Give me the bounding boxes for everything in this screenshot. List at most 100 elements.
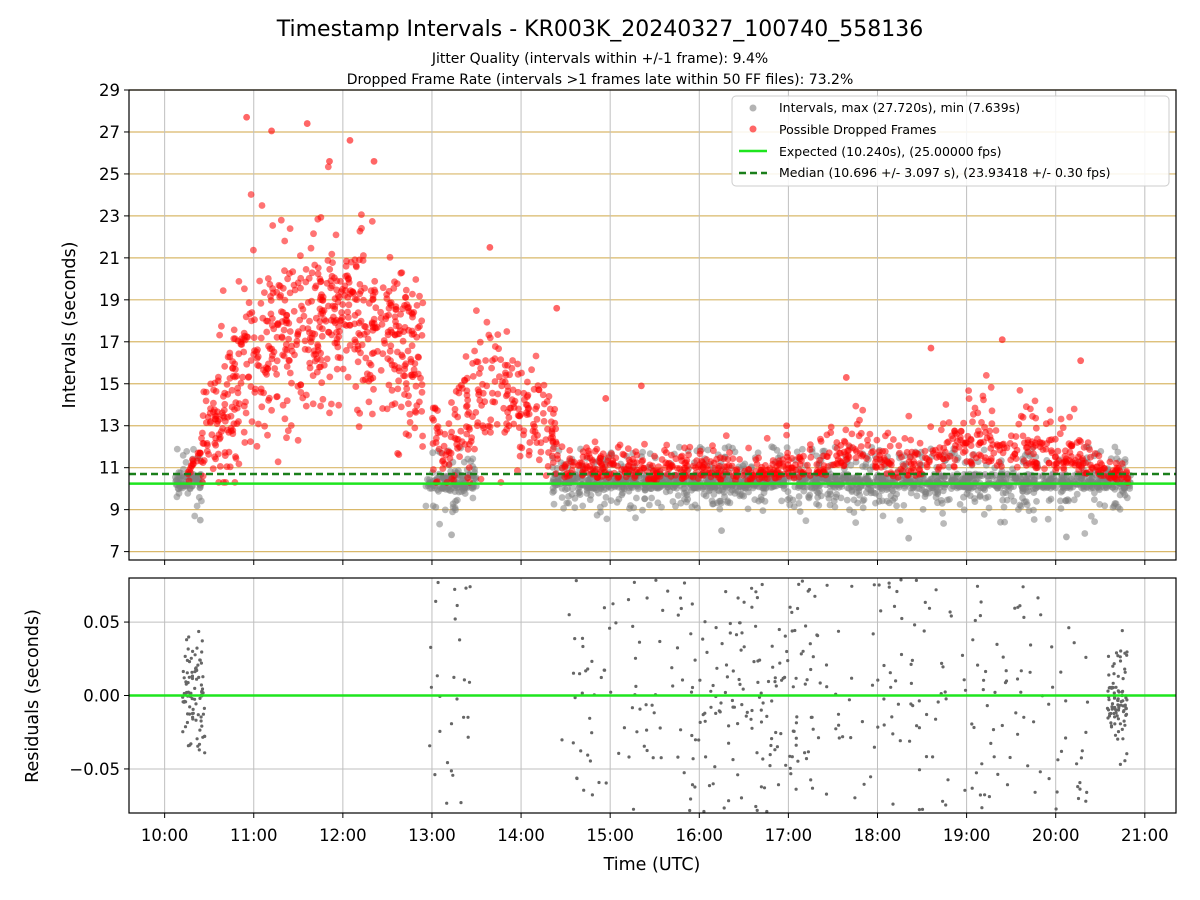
dropped-frame-point <box>454 444 461 452</box>
interval-point <box>1123 494 1131 502</box>
residual-point <box>195 737 199 741</box>
residual-point <box>1106 654 1111 659</box>
interval-point <box>1004 470 1012 478</box>
dropped-frame-point <box>286 369 294 377</box>
dropped-frame-point <box>820 462 828 470</box>
dropped-frame-point <box>976 431 984 438</box>
residual-point <box>895 589 899 594</box>
residual-point <box>730 698 735 703</box>
dropped-frame-point <box>221 400 229 408</box>
dropped-frame-point <box>405 432 413 439</box>
dropped-frame-point <box>232 453 239 460</box>
dropped-frame-point <box>936 444 944 452</box>
residual-point <box>876 725 880 729</box>
dropped-frame-point <box>227 412 235 420</box>
residual-point <box>1106 689 1110 693</box>
dropped-frame-point <box>864 436 871 444</box>
residual-point <box>1107 698 1111 702</box>
dropped-frame-point <box>406 419 414 426</box>
dropped-frame-point <box>502 392 510 400</box>
interval-point <box>196 516 204 524</box>
residual-point <box>617 751 621 756</box>
residual-point <box>1050 645 1054 649</box>
dropped-frame-point <box>368 350 376 357</box>
dropped-frame-point <box>927 344 935 352</box>
dropped-frame-point <box>221 363 229 370</box>
dropped-frame-point <box>397 310 404 318</box>
dropped-frame-point <box>418 332 426 339</box>
dropped-frame-point <box>371 286 378 294</box>
residual-point <box>887 581 891 585</box>
dropped-frame-point <box>988 420 996 428</box>
residual-point <box>627 755 631 759</box>
dropped-frame-point <box>451 411 459 418</box>
residual-point <box>816 736 821 740</box>
residual-point <box>1114 651 1119 655</box>
residual-point <box>736 596 740 600</box>
interval-point <box>568 485 576 492</box>
interval-point <box>602 494 610 501</box>
dropped-frame-point <box>1017 412 1025 420</box>
dropped-frame-point <box>233 404 241 412</box>
bottom-y-axis-label: Residuals (seconds) <box>23 609 43 783</box>
bottom-y-tick-label: 0.00 <box>83 687 120 706</box>
residual-point <box>186 647 190 651</box>
interval-point <box>706 484 714 491</box>
residual-point <box>738 621 742 625</box>
residual-point <box>185 671 189 675</box>
interval-point <box>972 470 979 478</box>
residual-point <box>799 652 803 656</box>
residual-point <box>196 744 200 748</box>
dropped-frame-point <box>370 315 378 323</box>
residual-point <box>203 734 207 739</box>
dropped-frame-point <box>533 415 541 423</box>
dropped-frame-point <box>414 324 422 332</box>
dropped-frame-point <box>357 317 365 325</box>
dropped-frame-point <box>309 400 317 408</box>
dropped-frame-point <box>1031 462 1039 470</box>
dropped-frame-point <box>306 317 313 325</box>
dropped-frame-point <box>599 465 607 473</box>
residual-point <box>783 634 787 638</box>
residual-point <box>796 606 800 611</box>
dropped-frame-point <box>338 309 345 316</box>
dropped-frame-point <box>243 360 251 368</box>
residual-point <box>698 678 702 682</box>
dropped-frame-point <box>234 389 242 397</box>
dropped-frame-point <box>365 398 373 406</box>
residual-point <box>992 755 996 759</box>
interval-point <box>676 443 683 451</box>
dropped-frame-point <box>239 373 247 381</box>
top-panel-frame <box>128 89 1177 561</box>
residual-point <box>1029 643 1033 647</box>
dropped-frame-point <box>540 417 548 425</box>
dropped-frame-point <box>377 308 384 316</box>
residual-point <box>1076 785 1080 789</box>
interval-point <box>891 494 899 502</box>
dropped-frame-point <box>755 454 762 462</box>
residual-point <box>723 690 728 695</box>
dropped-frame-point <box>240 428 248 436</box>
dropped-frame-point <box>283 363 291 370</box>
dropped-frame-point <box>250 334 258 341</box>
residual-point <box>645 748 649 753</box>
residual-point <box>1028 670 1032 674</box>
interval-point <box>721 493 728 501</box>
interval-point <box>875 498 883 505</box>
residual-point <box>701 713 705 717</box>
dropped-frame-point <box>369 326 377 334</box>
interval-point <box>759 507 767 514</box>
dropped-frame-point <box>302 278 310 286</box>
dropped-frame-point <box>263 328 271 336</box>
dropped-frame-point <box>396 327 404 334</box>
dropped-frame-point <box>965 395 973 402</box>
residual-point <box>651 756 655 760</box>
residual-point <box>776 783 781 787</box>
dropped-frame-point <box>769 457 777 464</box>
dropped-frame-point <box>496 373 503 381</box>
interval-point <box>597 508 604 516</box>
residual-point <box>795 715 799 719</box>
interval-point <box>654 499 662 507</box>
interval-point <box>464 455 472 463</box>
dropped-frame-point <box>607 470 615 478</box>
